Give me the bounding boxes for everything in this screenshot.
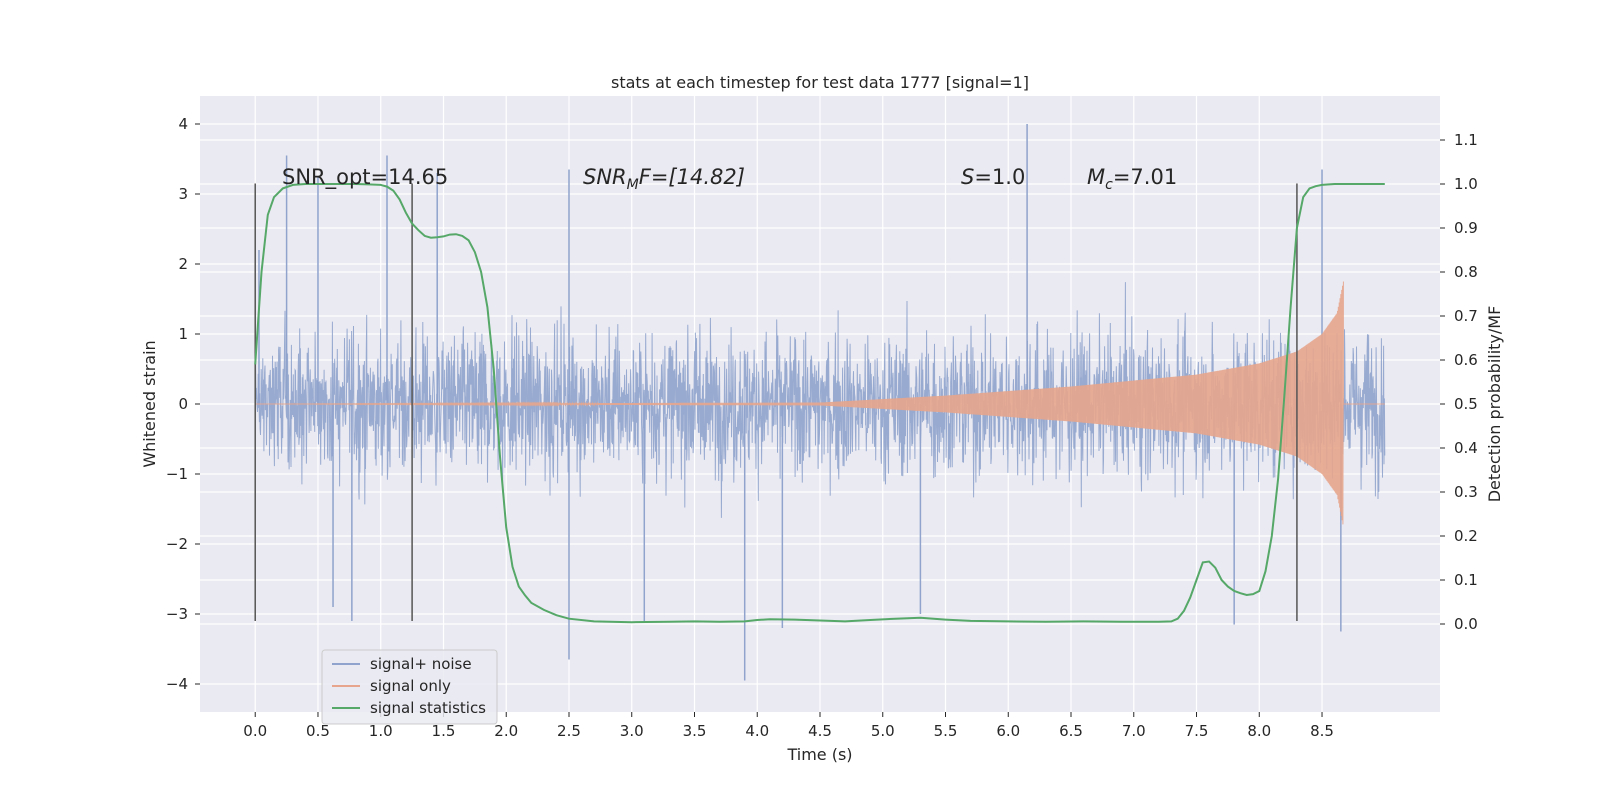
s-symbol: S	[961, 165, 974, 189]
y-right-tick-label-8: 0.3	[1454, 483, 1478, 501]
legend-label-signal-only: signal only	[370, 677, 451, 695]
x-tick-label-14: 7.0	[1122, 722, 1146, 740]
y-axis-label: Whitened strain	[140, 340, 159, 467]
mc-value: =7.01	[1113, 165, 1177, 189]
y-tick-label-0: 4	[178, 115, 188, 133]
x-tick-label-15: 7.5	[1185, 722, 1209, 740]
x-tick-label-0: 0.0	[243, 722, 267, 740]
x-tick-label-17: 8.5	[1310, 722, 1334, 740]
y-tick-label-1: 3	[178, 185, 188, 203]
y-tick-label-5: −1	[166, 465, 188, 483]
annotation-mc: Mc=7.01	[1087, 165, 1177, 193]
y-tick-label-3: 1	[178, 325, 188, 343]
y-right-tick-label-11: 0.0	[1454, 615, 1478, 633]
y-right-tick-label-9: 0.2	[1454, 527, 1478, 545]
x-tick-label-8: 4.0	[745, 722, 769, 740]
y-tick-label-2: 2	[178, 255, 188, 273]
annotations: SNR_opt=14.65 SNRMF=[14.82] S=1.0 Mc=7.0…	[282, 165, 1177, 193]
legend: signal+ noise signal only signal statist…	[321, 649, 498, 725]
x-tick-label-2: 1.0	[369, 722, 393, 740]
snr-mf-subscript: M	[627, 177, 639, 193]
y-tick-label-4: 0	[178, 395, 188, 413]
annotation-s: S=1.0	[961, 165, 1025, 189]
x-tick-label-13: 6.5	[1059, 722, 1083, 740]
mc-symbol: M	[1087, 165, 1105, 189]
legend-box	[321, 649, 498, 725]
x-axis-label: Time (s)	[786, 745, 852, 764]
annotation-snr-mf: SNRMF=[14.82]	[583, 165, 745, 193]
y-right-tick-label-0: 1.1	[1454, 131, 1478, 149]
axis-ticks: 0.0 0.5 1.0 1.5 2.0 2.5 3.0 3.5 4.0 4.5 5.0 5.5 6.0 6…	[166, 115, 1478, 740]
chart-title: stats at each timestep for test data 177…	[611, 73, 1029, 92]
x-tick-label-1: 0.5	[306, 722, 330, 740]
x-tick-label-3: 1.5	[432, 722, 456, 740]
y-right-tick-label-3: 0.8	[1454, 263, 1478, 281]
x-tick-label-16: 8.0	[1247, 722, 1271, 740]
signal-only-line	[255, 281, 1385, 525]
x-tick-label-9: 4.5	[808, 722, 832, 740]
signal-only-series	[255, 281, 1385, 525]
mc-subscript: c	[1105, 177, 1113, 193]
y-axis-right-label: Detection probability/MF	[1485, 306, 1504, 503]
y-tick-label-8: −4	[166, 675, 188, 693]
y-tick-label-7: −3	[166, 605, 188, 623]
x-tick-label-6: 3.0	[620, 722, 644, 740]
x-tick-label-12: 6.0	[996, 722, 1020, 740]
signal-statistics-line	[254, 183, 1385, 624]
x-tick-label-10: 5.0	[871, 722, 895, 740]
snr-mf-symbol: SNR	[583, 165, 627, 189]
x-tick-label-4: 2.0	[494, 722, 518, 740]
y-right-tick-label-10: 0.1	[1454, 571, 1478, 589]
x-tick-label-11: 5.5	[934, 722, 958, 740]
y-right-tick-label-7: 0.4	[1454, 439, 1478, 457]
y-right-tick-label-4: 0.7	[1454, 307, 1478, 325]
legend-label-signal-statistics: signal statistics	[370, 699, 486, 717]
y-right-tick-label-5: 0.6	[1454, 351, 1478, 369]
x-tick-label-7: 3.5	[683, 722, 707, 740]
s-value: =1.0	[974, 165, 1025, 189]
y-right-tick-label-1: 1.0	[1454, 175, 1478, 193]
vertical-markers	[254, 183, 1298, 621]
signal-statistics-series	[254, 183, 1385, 624]
y-right-tick-label-6: 0.5	[1454, 395, 1478, 413]
legend-label-signal-noise: signal+ noise	[370, 655, 472, 673]
y-tick-label-6: −2	[166, 535, 188, 553]
snr-mf-value: F=[14.82]	[639, 165, 745, 189]
y-right-tick-label-2: 0.9	[1454, 219, 1478, 237]
x-tick-label-5: 2.5	[557, 722, 581, 740]
annotation-snr-opt: SNR_opt=14.65	[282, 165, 448, 190]
